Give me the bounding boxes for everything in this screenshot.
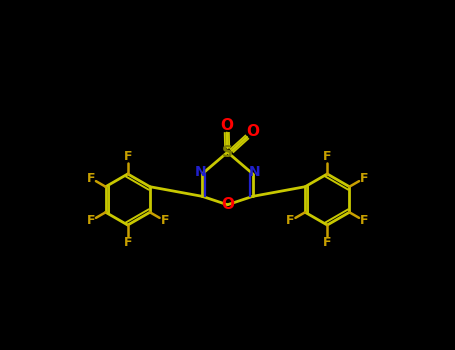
Text: O: O	[247, 125, 259, 139]
Text: N: N	[195, 165, 207, 179]
Text: O: O	[220, 118, 233, 133]
Text: F: F	[123, 236, 132, 249]
Text: F: F	[360, 172, 369, 185]
Text: S: S	[222, 145, 233, 160]
Text: F: F	[86, 214, 95, 228]
Text: O: O	[221, 197, 234, 212]
Text: F: F	[360, 214, 369, 228]
Text: F: F	[323, 150, 332, 163]
Text: F: F	[123, 150, 132, 163]
Text: F: F	[286, 214, 294, 228]
Text: N: N	[248, 165, 260, 179]
Text: F: F	[161, 214, 169, 228]
Text: F: F	[86, 172, 95, 185]
Text: F: F	[323, 236, 332, 249]
